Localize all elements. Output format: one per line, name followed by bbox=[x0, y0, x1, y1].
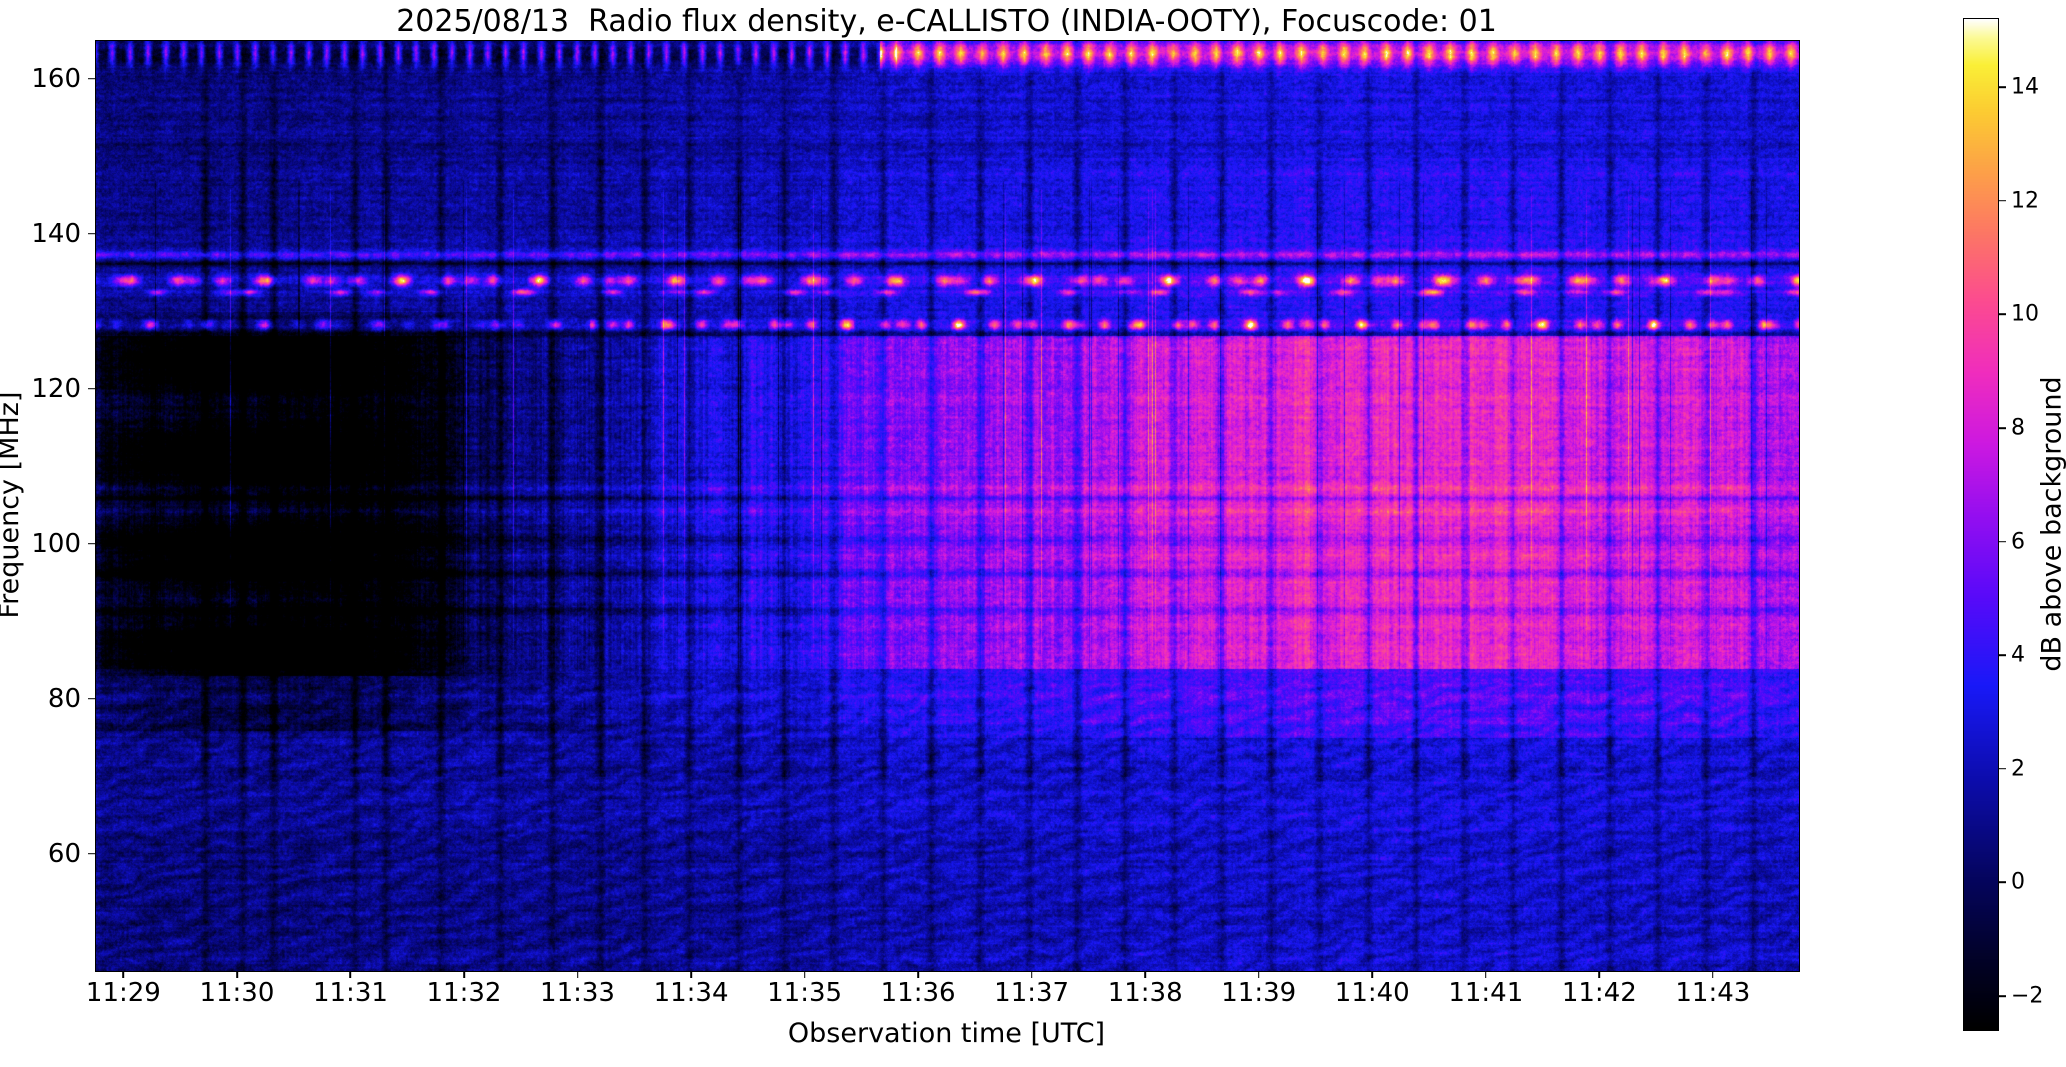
x-tick-label: 11:40 bbox=[1334, 978, 1410, 1008]
x-tick-mark bbox=[690, 971, 692, 978]
x-tick-mark bbox=[349, 971, 352, 978]
x-tick-label: 11:34 bbox=[653, 978, 729, 1008]
x-tick-label: 11:31 bbox=[312, 978, 388, 1008]
colorbar-tick-mark bbox=[1999, 881, 2006, 884]
x-tick-mark bbox=[122, 971, 125, 978]
y-tick-label: 80 bbox=[47, 683, 81, 714]
colorbar-tick-mark bbox=[1999, 427, 2006, 429]
x-tick-mark bbox=[917, 971, 919, 978]
y-tick-mark bbox=[88, 387, 95, 390]
y-tick-mark bbox=[88, 542, 95, 545]
x-tick-mark bbox=[1712, 971, 1714, 978]
x-tick-mark bbox=[463, 971, 465, 978]
colorbar-tick-label: 4 bbox=[2011, 642, 2025, 668]
y-tick-label: 140 bbox=[31, 218, 81, 249]
spectrogram-axes[interactable] bbox=[95, 40, 1800, 972]
x-tick-mark bbox=[1598, 971, 1601, 978]
colorbar-frame bbox=[1963, 18, 1999, 1031]
x-tick-label: 11:37 bbox=[994, 978, 1070, 1008]
x-tick-label: 11:39 bbox=[1221, 978, 1297, 1008]
colorbar-tick-mark bbox=[1999, 767, 2006, 770]
colorbar-tick-mark bbox=[1999, 654, 2006, 656]
x-tick-mark bbox=[803, 971, 806, 978]
page-title: 2025/08/13 Radio flux density, e-CALLIST… bbox=[396, 4, 1497, 39]
y-tick-label: 60 bbox=[47, 838, 81, 869]
x-tick-label: 11:41 bbox=[1448, 978, 1524, 1008]
y-tick-label: 160 bbox=[31, 63, 81, 94]
x-tick-label: 11:30 bbox=[199, 978, 275, 1008]
colorbar-tick-mark bbox=[1999, 995, 2006, 997]
spectrogram-image bbox=[96, 41, 1799, 971]
colorbar-tick-label: 6 bbox=[2011, 529, 2025, 555]
colorbar-tick-label: 8 bbox=[2011, 415, 2025, 441]
colorbar-tick-label: 10 bbox=[2011, 301, 2039, 327]
colorbar-tick-mark bbox=[1999, 313, 2006, 316]
colorbar-tick-label: 0 bbox=[2011, 869, 2025, 895]
x-tick-label: 11:42 bbox=[1561, 978, 1637, 1008]
x-tick-label: 11:43 bbox=[1675, 978, 1751, 1008]
x-tick-label: 11:29 bbox=[85, 978, 161, 1008]
colorbar-tick-label: 14 bbox=[2011, 74, 2039, 100]
y-tick-mark bbox=[88, 77, 95, 80]
x-tick-mark bbox=[236, 971, 238, 978]
x-tick-mark bbox=[1144, 971, 1146, 978]
y-tick-mark bbox=[88, 852, 95, 855]
colorbar-tick-label: 2 bbox=[2011, 756, 2025, 782]
y-tick-label: 120 bbox=[31, 373, 81, 404]
x-tick-label: 11:35 bbox=[767, 978, 843, 1008]
x-tick-label: 11:32 bbox=[426, 978, 502, 1008]
colorbar-label: dB above background bbox=[2036, 376, 2066, 672]
x-tick-label: 11:36 bbox=[880, 978, 956, 1008]
x-tick-label: 11:38 bbox=[1107, 978, 1183, 1008]
x-tick-label: 11:33 bbox=[540, 978, 615, 1008]
y-tick-label: 100 bbox=[31, 528, 81, 559]
x-tick-mark bbox=[1030, 971, 1033, 978]
colorbar-tick-mark bbox=[1999, 199, 2006, 202]
y-tick-mark bbox=[88, 232, 95, 235]
x-tick-mark bbox=[1371, 971, 1374, 978]
x-tick-mark bbox=[1484, 971, 1487, 978]
colorbar-tick-mark bbox=[1999, 86, 2006, 88]
x-tick-mark bbox=[576, 971, 579, 978]
colorbar-gradient bbox=[1964, 19, 1998, 1030]
x-tick-mark bbox=[1257, 971, 1260, 978]
colorbar-tick-mark bbox=[1999, 540, 2006, 543]
colorbar-tick-label: −2 bbox=[2011, 983, 2044, 1009]
y-tick-mark bbox=[88, 697, 95, 700]
x-axis-label: Observation time [UTC] bbox=[787, 1018, 1106, 1049]
colorbar-tick-label: 12 bbox=[2011, 188, 2039, 214]
y-axis-label: Frequency [MHz] bbox=[0, 391, 25, 619]
colorbar bbox=[1963, 18, 1999, 1031]
